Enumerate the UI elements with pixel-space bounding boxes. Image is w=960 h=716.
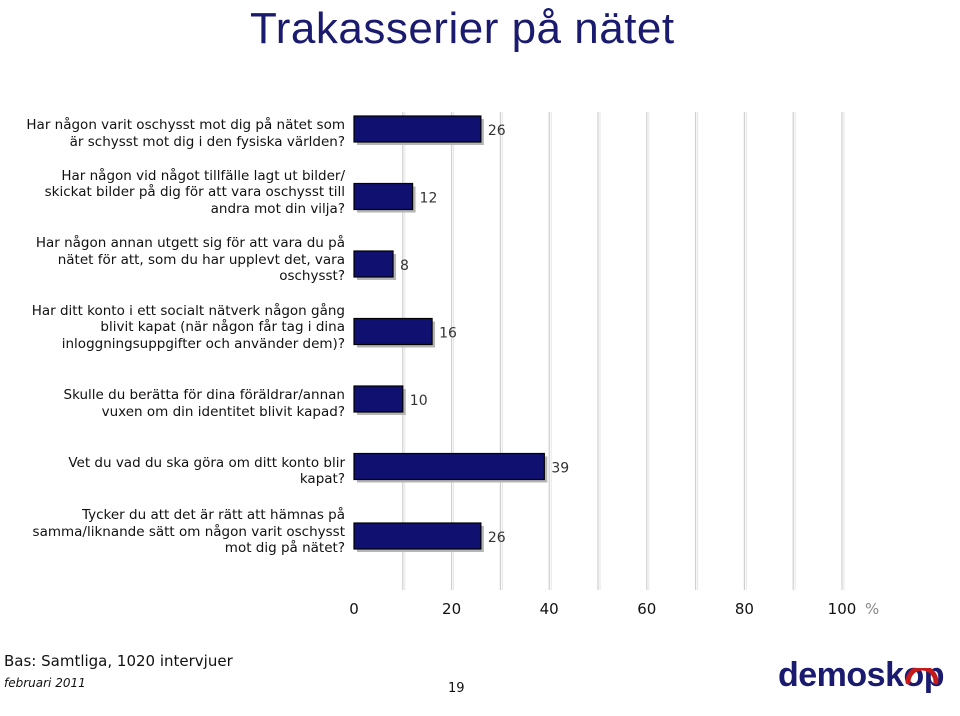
- data-label: 16: [439, 326, 457, 342]
- x-tick-label: 100: [828, 600, 857, 618]
- category-label: Har någon vid något tillfälle lagt ut bi…: [44, 167, 345, 217]
- category-label: Vet du vad du ska göra om ditt konto bli…: [68, 454, 345, 488]
- x-unit-label: %: [865, 600, 879, 618]
- x-tick-label: 20: [442, 600, 461, 618]
- category-label: Har någon varit oschysst mot dig på näte…: [26, 117, 345, 150]
- data-label: 10: [410, 393, 428, 409]
- page-title: Trakasserier på nätet: [250, 4, 675, 53]
- data-label: 26: [488, 530, 506, 546]
- category-label: Skulle du berätta för dina föräldrar/ann…: [63, 387, 345, 420]
- bar: [353, 182, 414, 211]
- date-note: februari 2011: [4, 676, 86, 690]
- bar: [353, 250, 394, 278]
- bar: [353, 385, 404, 413]
- bar: [353, 522, 482, 550]
- data-label: 39: [551, 461, 569, 477]
- bar: [353, 115, 482, 143]
- category-label: Har någon annan utgett sig för att vara …: [35, 235, 345, 284]
- bar: [353, 317, 433, 346]
- data-label: 26: [488, 123, 506, 139]
- logo-arc-icon: [905, 668, 939, 685]
- x-tick-label: 60: [637, 600, 656, 618]
- base-note: Bas: Samtliga, 1020 intervjuer: [4, 652, 233, 670]
- bar: [353, 452, 545, 481]
- page-number: 19: [448, 681, 465, 696]
- x-tick-label: 0: [349, 600, 359, 618]
- category-label: Har ditt konto i ett socialt nätverk någ…: [31, 302, 345, 352]
- data-label: 8: [400, 258, 409, 274]
- x-tick-label: 40: [540, 600, 559, 618]
- demoskop-logo: demoskop: [778, 656, 945, 694]
- x-tick-label: 80: [735, 600, 754, 618]
- category-label: Tycker du att det är rätt att hämnas på …: [32, 507, 345, 556]
- data-label: 12: [420, 191, 438, 207]
